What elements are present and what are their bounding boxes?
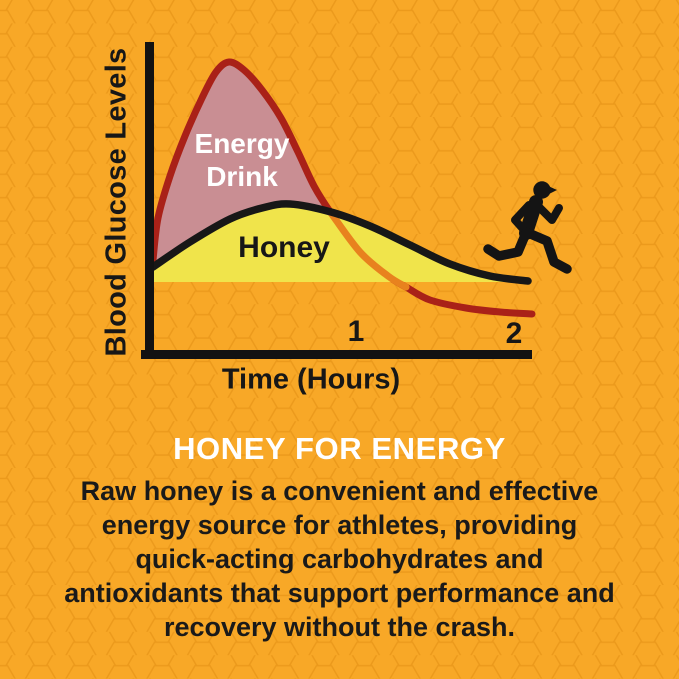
body-copy: Raw honey is a convenient and effective … bbox=[0, 474, 679, 644]
energy-drink-label-line2: Drink bbox=[206, 161, 278, 192]
x-tick-1: 1 bbox=[347, 315, 365, 348]
y-axis-label: Blood Glucose Levels bbox=[100, 47, 133, 357]
body-line: quick-acting carbohydrates and bbox=[135, 544, 544, 574]
energy-drink-label-line1: Energy bbox=[194, 128, 290, 159]
honey-curve bbox=[149, 200, 532, 285]
energy-drink-series-label: Energy Drink bbox=[195, 127, 290, 193]
body-line: energy source for athletes, providing bbox=[101, 510, 578, 540]
y-axis bbox=[145, 42, 154, 354]
page-title: HONEY FOR ENERGY bbox=[173, 431, 506, 466]
honey-series-label: Honey bbox=[238, 231, 330, 264]
x-tick-2: 2 bbox=[505, 317, 523, 350]
x-axis-label: Time (Hours) bbox=[221, 363, 401, 396]
body-line: antioxidants that support performance an… bbox=[64, 578, 615, 608]
x-axis bbox=[141, 350, 532, 359]
honey-area bbox=[153, 203, 528, 282]
energy-drink-curve-under-honey bbox=[327, 209, 410, 291]
body-line: recovery without the crash. bbox=[163, 612, 516, 642]
energy-drink-curve bbox=[149, 58, 536, 318]
body-line: Raw honey is a convenient and effective bbox=[80, 476, 599, 506]
runner-icon bbox=[483, 181, 572, 274]
